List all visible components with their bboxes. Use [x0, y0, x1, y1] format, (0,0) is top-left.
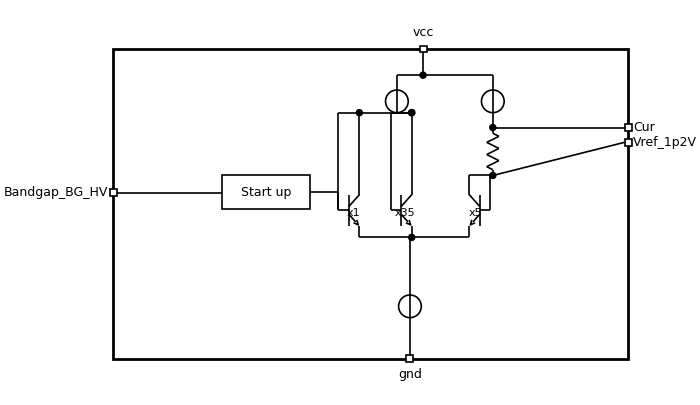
Text: x35: x35: [395, 208, 416, 218]
Text: x1: x1: [346, 208, 360, 218]
Circle shape: [490, 124, 496, 130]
Bar: [223, 175, 309, 209]
Circle shape: [420, 72, 426, 78]
Circle shape: [490, 173, 496, 179]
Bar: [624, 139, 631, 146]
Text: Cur: Cur: [634, 121, 655, 134]
Text: Bandgap_BG_HV: Bandgap_BG_HV: [4, 186, 108, 199]
Text: x5: x5: [469, 208, 482, 218]
Bar: [110, 190, 117, 196]
Circle shape: [409, 110, 414, 116]
Text: Start up: Start up: [241, 185, 291, 198]
Bar: [113, 49, 628, 359]
Text: vcc: vcc: [412, 26, 434, 39]
Circle shape: [356, 110, 363, 116]
Bar: [419, 45, 426, 53]
Circle shape: [409, 234, 414, 241]
Text: gnd: gnd: [398, 368, 422, 381]
Text: Vref_1p2V: Vref_1p2V: [634, 136, 697, 149]
Bar: [407, 355, 414, 362]
Circle shape: [409, 110, 414, 116]
Bar: [624, 124, 631, 131]
